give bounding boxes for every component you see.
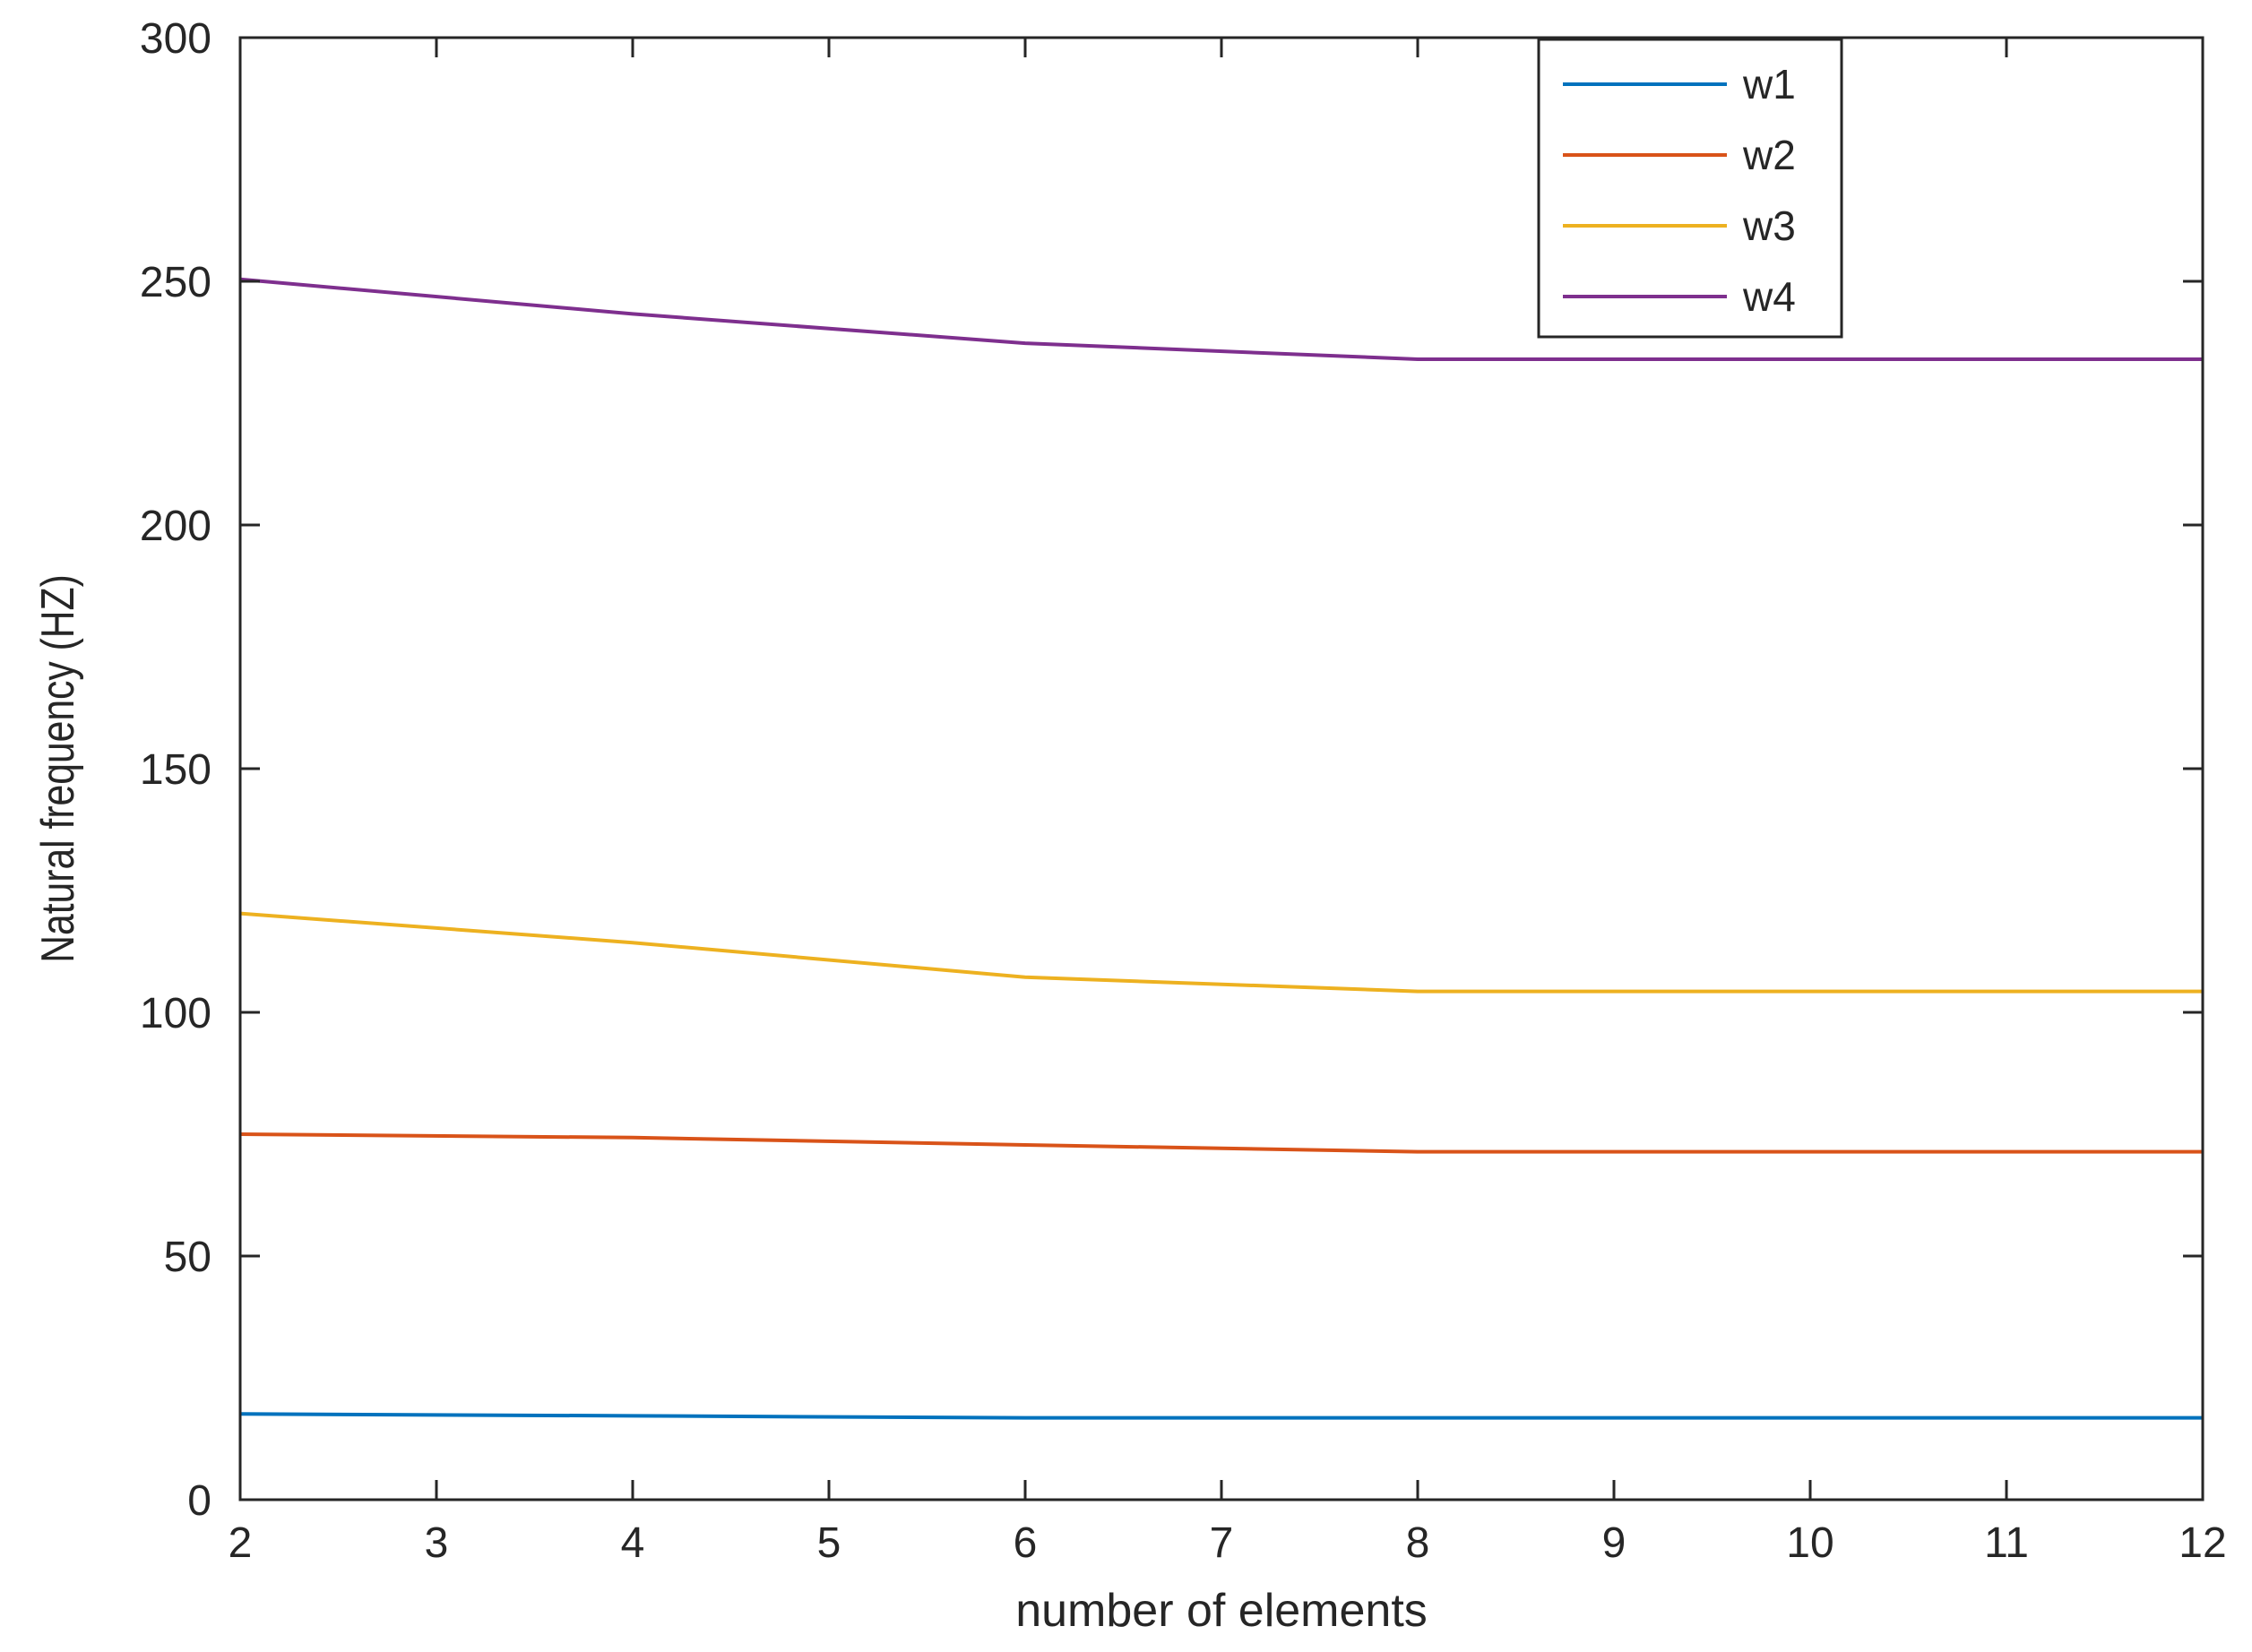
x-tick-label: 3: [425, 1519, 449, 1567]
y-tick-label: 100: [140, 990, 211, 1037]
y-axis-title: Natural frequency (HZ): [32, 574, 84, 963]
x-tick-label: 10: [1786, 1519, 1834, 1567]
x-tick-label: 9: [1602, 1519, 1626, 1567]
legend-label-w1: w1: [1742, 61, 1796, 108]
y-tick-label: 300: [140, 15, 211, 63]
y-tick-label: 250: [140, 259, 211, 306]
series-line-w1: [239, 1412, 2203, 1420]
tick-layer: 2 3 4 5 6 7 8 9 10 11 12 0 50 100 150 200 250 300: [140, 15, 2227, 1567]
y-tick-label: 200: [140, 503, 211, 550]
x-tick-label: 7: [1210, 1519, 1234, 1567]
x-tick-label: 8: [1406, 1519, 1430, 1567]
x-tick-label: 2: [229, 1519, 253, 1567]
y-tick-label: 50: [164, 1234, 211, 1281]
y-tick-label: 150: [140, 746, 211, 794]
series-line-w2: [239, 1132, 2203, 1154]
x-tick-label: 11: [1984, 1519, 2029, 1567]
series-line-w4: [239, 277, 2203, 361]
x-tick-label: 6: [1014, 1519, 1038, 1567]
legend-label-w3: w3: [1742, 202, 1796, 249]
legend-items: w1 w2 w3 w4: [1563, 61, 1796, 320]
y-tick-label: 0: [187, 1477, 211, 1525]
legend-label-w2: w2: [1742, 132, 1796, 178]
legend-label-w4: w4: [1742, 273, 1796, 320]
legend: w1 w2 w3 w4: [1537, 38, 1843, 339]
x-tick-label: 4: [621, 1519, 645, 1567]
x-axis-title: number of elements: [1015, 1585, 1428, 1637]
legend-box: [1537, 38, 1843, 339]
series-line-w3: [239, 911, 2203, 994]
series-layer: [239, 277, 2203, 1420]
x-tick-label: 12: [2179, 1519, 2226, 1567]
x-tick-label: 5: [817, 1519, 841, 1567]
